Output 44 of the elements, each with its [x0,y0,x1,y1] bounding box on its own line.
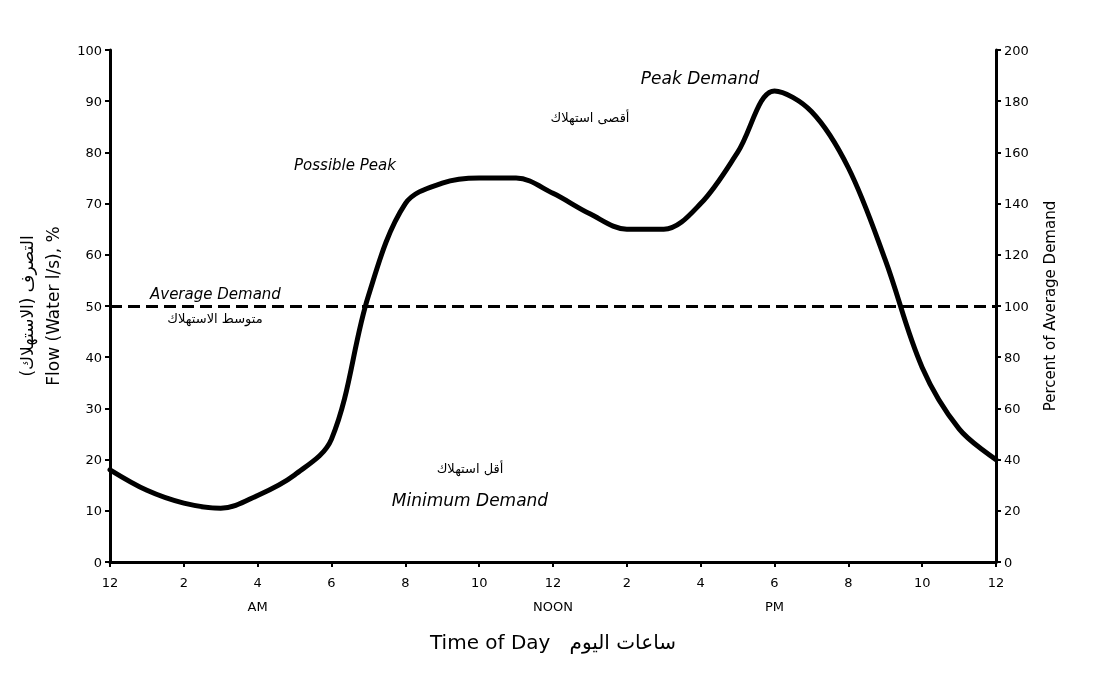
y-tick-label: 20 [85,452,102,468]
y-tick-label: 70 [85,196,102,212]
y-tick-label: 40 [85,349,102,365]
x-tick-label: 6 [327,574,336,590]
y-tick-label: 30 [85,400,102,416]
y2-tick-label: 100 [1004,298,1029,314]
annotation: Peak Demand [640,68,760,88]
x-tick-label: 12 [101,574,119,590]
y2-tick-label: 200 [1004,42,1029,58]
y2-tick-label: 120 [1004,247,1029,263]
y2-tick-label: 0 [1004,554,1013,570]
x-tick-label: 8 [401,574,410,590]
ref-line-label: Average Demand [149,284,282,303]
x-tick-label: 2 [622,574,631,590]
y-tick-label: 50 [85,298,102,314]
y-tick-label: 80 [85,144,102,160]
y-tick-label: 10 [85,503,102,519]
x-tick-label: 8 [844,574,853,590]
x-tick-label: 12 NOON [533,574,573,614]
annotation: متوسط الاستهلاك [167,310,263,327]
x-tick-label: 10 [913,574,931,590]
x-tick-label: 2 [179,574,188,590]
y2-axis-title: Percent of Average Demand [1040,200,1059,412]
y2-tick-label: 60 [1004,400,1021,416]
y2-tick-label: 40 [1004,452,1021,468]
annotation: Possible Peak [294,156,398,174]
y2-tick-label: 140 [1004,196,1029,212]
x-tick-label: 4 [696,574,705,590]
y2-tick-label: 180 [1004,93,1029,109]
annotation: أقل استهلاك [436,459,504,477]
x-tick-label: 10 [470,574,488,590]
x-tick-label: 4 AM [247,574,268,614]
y-tick-label: 60 [85,247,102,263]
y2-tick-label: 20 [1004,503,1021,519]
y-tick-label: 100 [77,42,102,58]
annotation: Minimum Demand [391,490,549,510]
y2-tick-label: 160 [1004,144,1029,160]
y-tick-label: 0 [93,554,102,570]
x-axis-title: Time of Day ساعات اليوم [429,630,676,654]
y2-tick-label: 80 [1004,349,1021,365]
x-tick-label: 12 [987,574,1005,590]
annotation: أقصى استهلاك [550,108,630,126]
x-tick-label: 6 PM [764,574,785,614]
y-tick-label: 90 [85,93,102,109]
